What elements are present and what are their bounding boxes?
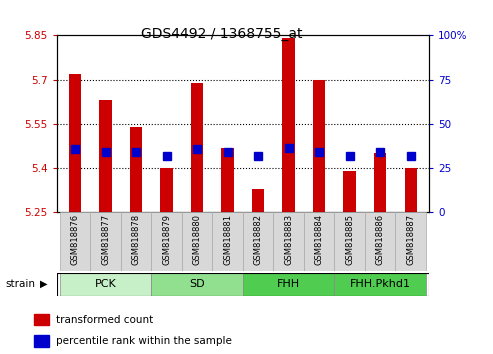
Text: strain: strain [5, 279, 35, 289]
Bar [334, 273, 426, 296]
Text: GSM818879: GSM818879 [162, 214, 171, 265]
Bar [252, 189, 264, 212]
Text: GSM818880: GSM818880 [193, 214, 202, 265]
Bar [191, 82, 203, 212]
Bar [304, 212, 334, 271]
Bar [374, 153, 386, 212]
Bar [34, 335, 49, 347]
Text: GSM818882: GSM818882 [253, 214, 263, 265]
Bar [243, 212, 273, 271]
Text: FHH.Pkhd1: FHH.Pkhd1 [350, 279, 411, 289]
Bar [344, 171, 355, 212]
Text: GSM818883: GSM818883 [284, 214, 293, 265]
Bar [273, 212, 304, 271]
Text: GSM818887: GSM818887 [406, 214, 415, 265]
Bar [60, 212, 90, 271]
Bar [160, 168, 173, 212]
Text: GDS4492 / 1368755_at: GDS4492 / 1368755_at [141, 27, 303, 41]
Bar [34, 314, 49, 325]
Bar [130, 127, 142, 212]
Bar [90, 212, 121, 271]
Bar [212, 212, 243, 271]
Bar [100, 100, 111, 212]
Bar [313, 80, 325, 212]
Bar [404, 168, 417, 212]
Bar [151, 273, 243, 296]
Text: ▶: ▶ [40, 279, 48, 289]
Text: FHH: FHH [277, 279, 300, 289]
Text: GSM818884: GSM818884 [315, 214, 323, 265]
Text: GSM818876: GSM818876 [70, 214, 79, 265]
Text: GSM818885: GSM818885 [345, 214, 354, 265]
Bar [182, 212, 212, 271]
Bar [395, 212, 426, 271]
Text: PCK: PCK [95, 279, 116, 289]
Text: GSM818878: GSM818878 [132, 214, 141, 265]
Text: transformed count: transformed count [56, 315, 153, 325]
Bar [69, 74, 81, 212]
Text: SD: SD [189, 279, 205, 289]
Bar [151, 212, 182, 271]
Bar [243, 273, 334, 296]
Bar [221, 148, 234, 212]
Text: GSM818886: GSM818886 [376, 214, 385, 265]
Bar [60, 273, 151, 296]
Bar [121, 212, 151, 271]
Bar [334, 212, 365, 271]
Bar [365, 212, 395, 271]
Bar [282, 38, 295, 212]
Text: GSM818877: GSM818877 [101, 214, 110, 265]
Text: GSM818881: GSM818881 [223, 214, 232, 265]
Text: percentile rank within the sample: percentile rank within the sample [56, 336, 232, 346]
